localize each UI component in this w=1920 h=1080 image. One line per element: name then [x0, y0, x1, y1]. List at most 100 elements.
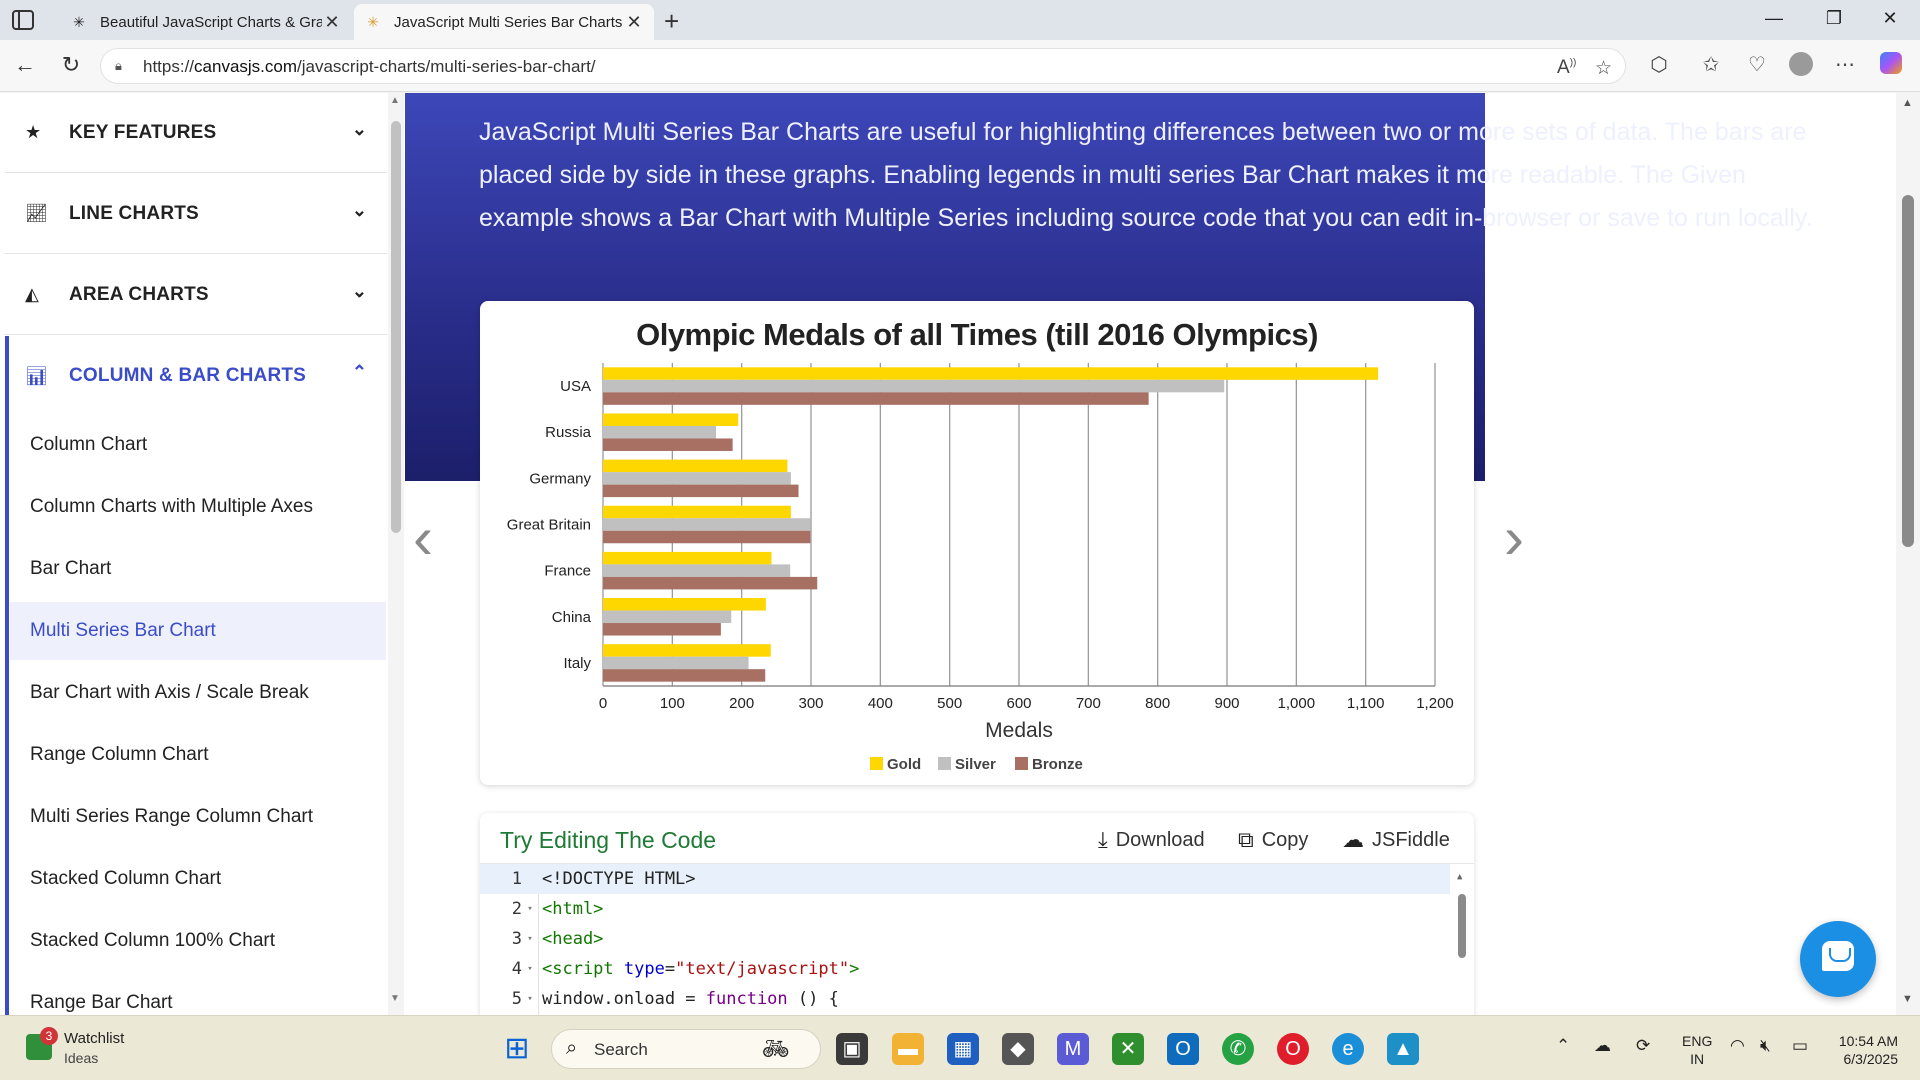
- chat-support-button[interactable]: [1800, 921, 1876, 997]
- fold-toggle-icon[interactable]: ▾: [527, 934, 533, 944]
- page-scroll-down-icon[interactable]: ▼: [1902, 993, 1913, 1005]
- page-scrollbar[interactable]: ▲ ▼: [1896, 93, 1920, 1015]
- language-code: ENG: [1682, 1033, 1713, 1049]
- tab-actions-icon[interactable]: [12, 10, 34, 30]
- close-window-button[interactable]: ✕: [1882, 8, 1898, 28]
- sidebar-item-stacked-column-chart[interactable]: Stacked Column Chart: [30, 868, 222, 889]
- restore-button[interactable]: ❐: [1825, 8, 1843, 28]
- url-field[interactable]: 🔒︎ https://canvasjs.com/javascript-chart…: [100, 48, 1626, 84]
- favorite-star-icon[interactable]: ☆: [1595, 58, 1613, 79]
- sidebar-item-column-chart[interactable]: Column Chart: [30, 434, 148, 455]
- previous-chart-arrow-icon[interactable]: ‹: [413, 504, 433, 571]
- copilot-icon[interactable]: [1876, 52, 1906, 80]
- xbox-icon[interactable]: ✕: [1112, 1033, 1144, 1065]
- profile-avatar-icon[interactable]: [1786, 52, 1816, 82]
- volume-muted-icon[interactable]: 🔇︎: [1760, 1036, 1771, 1055]
- sidebar-item-multi-series-range-column[interactable]: Multi Series Range Column Chart: [30, 806, 314, 827]
- code-editor-card: Try Editing The Code ⤓ Download ⧉ Copy ☁…: [480, 813, 1474, 1015]
- category-label: KEY FEATURES: [69, 121, 217, 143]
- edge-browser-icon[interactable]: e: [1332, 1033, 1364, 1065]
- page-scroll-thumb[interactable]: [1902, 195, 1914, 547]
- category-label: COLUMN & BAR CHARTS: [69, 365, 307, 386]
- taskbar-search[interactable]: ⌕ Search 🚲︎: [551, 1029, 821, 1069]
- fold-toggle-icon[interactable]: ▾: [527, 964, 533, 974]
- chevron-up-icon: ⌃: [351, 362, 367, 382]
- opera-icon[interactable]: O: [1277, 1033, 1309, 1065]
- site-info-icon[interactable]: 🔒︎: [115, 58, 122, 73]
- sidebar-scrollbar[interactable]: ▲ ▼: [388, 93, 404, 1015]
- scroll-down-arrow-icon[interactable]: ▼: [390, 993, 400, 1004]
- onedrive-icon[interactable]: ☁: [1594, 1036, 1611, 1055]
- page-scroll-up-icon[interactable]: ▲: [1902, 97, 1913, 109]
- read-aloud-icon[interactable]: A)): [1557, 57, 1577, 78]
- download-button[interactable]: ⤓ Download: [1098, 827, 1205, 853]
- code-scroll-thumb[interactable]: [1458, 894, 1466, 958]
- chat-bubble-icon: [1822, 941, 1854, 971]
- fold-toggle-icon[interactable]: ▾: [527, 904, 533, 914]
- app-m-icon[interactable]: M: [1057, 1033, 1089, 1065]
- photos-icon[interactable]: ▲: [1387, 1033, 1419, 1065]
- close-tab-icon[interactable]: ✕: [324, 11, 340, 32]
- microsoft-store-icon[interactable]: ▦: [947, 1033, 979, 1065]
- code-line[interactable]: 4 ▾ <script type="text/javascript">: [480, 954, 1450, 984]
- code-line[interactable]: 2 ▾ <html>: [480, 894, 1450, 924]
- tab-title: JavaScript Multi Series Bar Charts: [394, 13, 623, 31]
- y-category-label: China: [552, 609, 592, 626]
- code-scrollbar[interactable]: ▲: [1456, 872, 1468, 1015]
- fold-toggle-icon[interactable]: ▾: [527, 994, 533, 1004]
- tab-canvasjs-home[interactable]: ✳ Beautiful JavaScript Charts & Grap ✕: [60, 4, 352, 40]
- app-3d-icon[interactable]: ◆: [1002, 1033, 1034, 1065]
- sync-icon[interactable]: ⟳: [1636, 1036, 1651, 1055]
- canvasjs-favicon-icon: ✳: [367, 14, 379, 30]
- sidebar-item-bar-axis-scale-break[interactable]: Bar Chart with Axis / Scale Break: [30, 682, 309, 703]
- scroll-up-arrow-icon[interactable]: ▲: [390, 95, 400, 106]
- extensions-icon[interactable]: ⬡: [1650, 54, 1668, 76]
- download-label: Download: [1115, 828, 1205, 851]
- sidebar-item-stacked-column-100[interactable]: Stacked Column 100% Chart: [30, 930, 276, 951]
- sidebar-item-column-multiple-axes[interactable]: Column Charts with Multiple Axes: [30, 496, 313, 517]
- watchlist-title[interactable]: Watchlist: [64, 1030, 125, 1047]
- whatsapp-icon[interactable]: ✆: [1222, 1033, 1254, 1065]
- category-column-bar-charts[interactable]: 📊︎ COLUMN & BAR CHARTS ⌃: [5, 336, 387, 416]
- outlook-icon[interactable]: O: [1167, 1033, 1199, 1065]
- system-clock[interactable]: 10:54 AM 6/3/2025: [1832, 1032, 1898, 1068]
- copy-button[interactable]: ⧉ Copy: [1238, 827, 1308, 853]
- favorites-icon[interactable]: ✩: [1702, 54, 1720, 76]
- code-scroll-up-icon[interactable]: ▲: [1457, 872, 1463, 882]
- sidebar-item-bar-chart[interactable]: Bar Chart: [30, 558, 112, 579]
- browser-essentials-icon[interactable]: ♡: [1748, 54, 1766, 76]
- task-view-icon[interactable]: ▣: [836, 1033, 868, 1065]
- sidebar-item-range-column-chart[interactable]: Range Column Chart: [30, 744, 209, 765]
- tab-multi-series-bar[interactable]: ✳ JavaScript Multi Series Bar Charts ✕: [354, 4, 654, 40]
- sidebar-scroll-thumb[interactable]: [391, 121, 401, 533]
- battery-icon[interactable]: ▭: [1792, 1036, 1809, 1055]
- file-explorer-icon[interactable]: ▬: [892, 1033, 924, 1065]
- more-menu-icon[interactable]: ⋯: [1835, 54, 1855, 76]
- x-tick-label: 300: [798, 695, 823, 712]
- line-chart-icon: 📈︎: [25, 203, 48, 223]
- category-key-features[interactable]: ★ KEY FEATURES ⌄: [5, 93, 387, 173]
- refresh-button[interactable]: ↻: [61, 52, 81, 77]
- input-language[interactable]: ENG IN: [1682, 1032, 1712, 1068]
- start-windows-icon[interactable]: ⊞: [504, 1032, 530, 1065]
- bar-bronze: [603, 669, 766, 682]
- show-hidden-icons-icon[interactable]: ⌃: [1556, 1036, 1571, 1055]
- next-chart-arrow-icon[interactable]: ›: [1504, 504, 1524, 571]
- close-tab-icon[interactable]: ✕: [626, 11, 642, 32]
- line-number: 2: [511, 899, 522, 919]
- back-button[interactable]: ←: [14, 52, 36, 77]
- jsfiddle-button[interactable]: ☁ JSFiddle: [1342, 827, 1450, 853]
- code-source: <head>: [538, 929, 603, 949]
- code-text-area[interactable]: ▲ 1 <!DOCTYPE HTML> 2 ▾ <html> 3 ▾ <head> 4 ▾ <scr…: [480, 863, 1474, 1015]
- code-line[interactable]: 3 ▾ <head>: [480, 924, 1450, 954]
- x-tick-label: 400: [868, 695, 893, 712]
- category-area-charts[interactable]: ◭ AREA CHARTS ⌄: [5, 255, 387, 335]
- sidebar-item-range-bar-chart[interactable]: Range Bar Chart: [30, 992, 173, 1013]
- code-line[interactable]: 1 <!DOCTYPE HTML>: [480, 864, 1450, 894]
- minimize-button[interactable]: —: [1765, 8, 1783, 28]
- new-tab-button[interactable]: +: [664, 6, 680, 36]
- wifi-icon[interactable]: ◠: [1730, 1036, 1745, 1055]
- code-line[interactable]: 5 ▾ window.onload = function () {: [480, 984, 1450, 1014]
- category-line-charts[interactable]: 📈︎ LINE CHARTS ⌄: [5, 174, 387, 254]
- sidebar-item-multi-series-bar-chart[interactable]: Multi Series Bar Chart: [10, 602, 386, 660]
